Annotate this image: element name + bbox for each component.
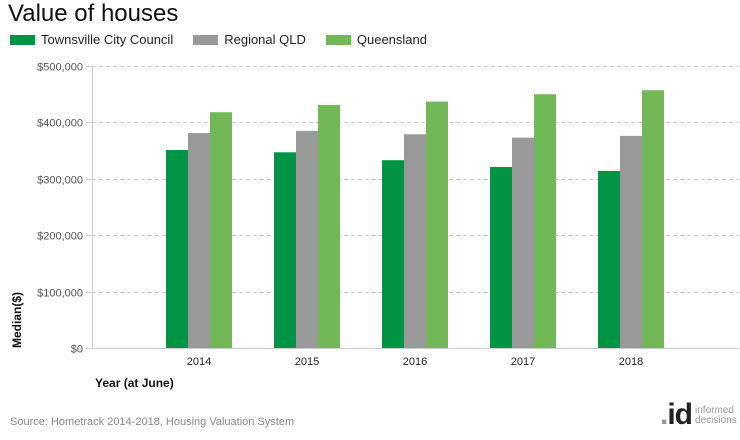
bar	[274, 152, 296, 348]
bar	[534, 94, 556, 348]
chart-title: Value of houses	[8, 0, 179, 27]
x-tick-label: 2016	[403, 356, 427, 368]
y-axis: $0 $100,000 $200,000 $300,000 $400,000 $500,0…	[37, 62, 93, 356]
legend-label: Regional QLD	[224, 32, 306, 47]
y-tick-label: $500,000	[37, 62, 83, 74]
bar	[166, 150, 188, 348]
legend-label: Queensland	[356, 32, 427, 47]
bar	[426, 101, 448, 348]
y-tick-label: $400,000	[37, 118, 83, 130]
source-note: Source: Hometrack 2014-2018, Housing Val…	[10, 416, 295, 428]
x-axis-label: Year (at June)	[95, 376, 174, 390]
y-tick-label: $300,000	[37, 175, 83, 187]
legend: Townsville City Council Regional QLD Que…	[10, 32, 447, 47]
legend-item-townsville[interactable]: Townsville City Council	[10, 32, 173, 47]
legend-swatch	[325, 34, 351, 45]
logo-text: informed decisions	[695, 405, 737, 426]
bars	[166, 90, 664, 348]
legend-item-regional-qld[interactable]: Regional QLD	[193, 32, 306, 47]
bar	[188, 133, 210, 348]
bar	[512, 137, 534, 348]
bar	[598, 170, 620, 348]
bar	[296, 130, 318, 348]
x-tick-label: 2014	[187, 356, 211, 368]
x-tick-label: 2018	[619, 356, 643, 368]
informed-decisions-logo[interactable]: .id informed decisions	[660, 398, 737, 431]
legend-swatch	[10, 34, 35, 45]
y-tick-label: $200,000	[37, 231, 83, 243]
x-axis: 2014 2015 2016 2017 2018	[92, 348, 739, 368]
y-tick-label: $100,000	[37, 288, 83, 300]
bar	[382, 160, 404, 348]
bar	[404, 134, 426, 348]
logo-mark: .id	[660, 398, 693, 431]
bar	[318, 104, 340, 348]
y-axis-label: Median($)	[10, 292, 24, 348]
y-tick-label: $0	[71, 344, 83, 356]
bar	[490, 166, 512, 348]
bar	[210, 112, 232, 348]
legend-swatch	[193, 34, 219, 45]
legend-item-queensland[interactable]: Queensland	[325, 32, 427, 47]
legend-label: Townsville City Council	[41, 32, 174, 47]
x-tick-label: 2017	[511, 356, 535, 368]
bar	[620, 135, 642, 348]
x-tick-label: 2015	[295, 356, 319, 368]
bar	[642, 90, 664, 348]
